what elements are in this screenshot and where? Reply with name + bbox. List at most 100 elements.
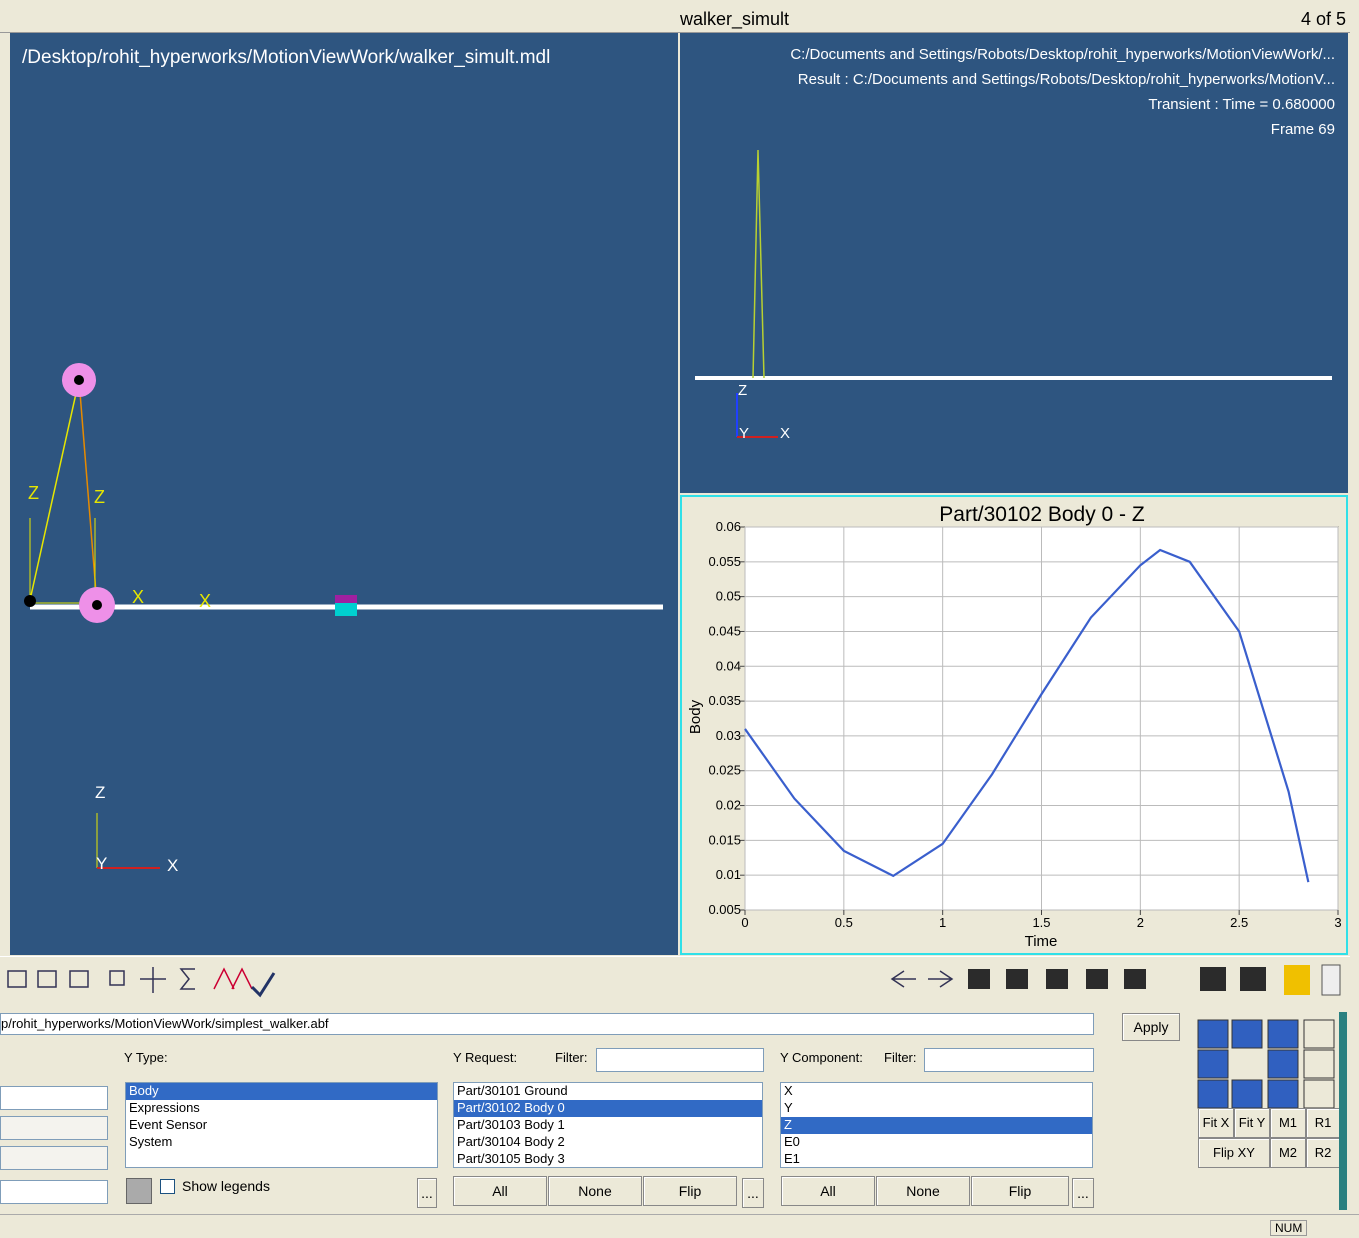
icon[interactable]	[38, 971, 56, 987]
icon[interactable]	[1086, 969, 1108, 989]
info-line: Frame 69	[1271, 121, 1335, 138]
list-item[interactable]: System	[126, 1134, 437, 1151]
icon[interactable]	[1200, 967, 1226, 991]
apply-button[interactable]: Apply	[1122, 1013, 1180, 1041]
x-tick-label: 3	[1334, 915, 1341, 930]
list-item[interactable]: Part/30103 Body 1	[454, 1117, 762, 1134]
combo[interactable]	[0, 1116, 108, 1140]
y-tick-label: 0.015	[708, 832, 741, 847]
triad-label: Z	[738, 382, 747, 399]
icon[interactable]	[892, 971, 916, 987]
nav-button[interactable]	[1232, 1020, 1262, 1048]
list-item[interactable]: Part/30104 Body 2	[454, 1134, 762, 1151]
list-item[interactable]: Y	[781, 1100, 1092, 1117]
y-tick-label: 0.04	[716, 658, 741, 673]
combo[interactable]	[0, 1086, 108, 1110]
icon[interactable]	[110, 971, 124, 985]
triad-label: Y	[739, 425, 749, 442]
chart-title: Part/30102 Body 0 - Z	[939, 503, 1145, 526]
page-indicator: 4 of 5	[1301, 9, 1346, 30]
more-button[interactable]: ...	[1072, 1178, 1094, 1208]
icon[interactable]	[1240, 967, 1266, 991]
icon[interactable]	[1006, 969, 1028, 989]
info-line: Transient : Time = 0.680000	[1148, 96, 1335, 113]
icon[interactable]	[214, 969, 252, 989]
triad-label: X	[780, 425, 790, 442]
y-tick-label: 0.035	[708, 693, 741, 708]
y-tick-label: 0.05	[716, 589, 741, 604]
list-item[interactable]: Body	[126, 1083, 437, 1100]
list-item[interactable]: Event Sensor	[126, 1117, 437, 1134]
combo[interactable]	[0, 1180, 108, 1204]
list-item[interactable]: Part/30101 Ground	[454, 1083, 762, 1100]
view-button[interactable]: R1	[1306, 1108, 1340, 1138]
nav-button[interactable]	[1198, 1080, 1228, 1108]
view-button[interactable]: R2	[1306, 1138, 1340, 1168]
y-tick-label: 0.03	[716, 728, 741, 743]
list-item[interactable]: Z	[781, 1117, 1092, 1134]
none-button[interactable]: None	[548, 1176, 642, 1206]
icon[interactable]	[968, 969, 990, 989]
view-button[interactable]: M1	[1270, 1108, 1306, 1138]
list-item[interactable]: Part/30105 Body 3	[454, 1151, 762, 1168]
filter-input[interactable]	[924, 1048, 1094, 1072]
filter-input[interactable]	[596, 1048, 764, 1072]
list-item[interactable]: X	[781, 1083, 1092, 1100]
x-tick-label: 2.5	[1230, 915, 1248, 930]
icon[interactable]	[181, 969, 195, 989]
icon[interactable]	[1046, 969, 1068, 989]
icon[interactable]	[70, 971, 88, 987]
nav-button[interactable]	[1304, 1050, 1334, 1078]
icon[interactable]	[1322, 965, 1340, 995]
nav-button[interactable]	[1232, 1080, 1262, 1108]
axis-label: X	[199, 591, 211, 611]
view-button[interactable]: M2	[1270, 1138, 1306, 1168]
icon[interactable]	[1124, 969, 1146, 989]
flip-button[interactable]: Flip	[971, 1176, 1069, 1206]
icon[interactable]	[140, 967, 166, 993]
nav-button[interactable]	[1268, 1080, 1298, 1108]
nav-arrows	[1196, 1018, 1340, 1112]
show-legends-label: Show legends	[182, 1178, 270, 1194]
list-item[interactable]: E1	[781, 1151, 1092, 1168]
x-tick-label: 1	[939, 915, 946, 930]
more-button[interactable]: ...	[742, 1178, 764, 1208]
view-button[interactable]: Flip XY	[1198, 1138, 1270, 1168]
nav-button[interactable]	[1268, 1020, 1298, 1048]
more-button[interactable]: ...	[417, 1178, 437, 1208]
left-viewport: /Desktop/rohit_hyperworks/MotionViewWork…	[10, 33, 678, 955]
nav-button[interactable]	[1268, 1050, 1298, 1078]
view-button[interactable]: Fit Y	[1234, 1108, 1270, 1138]
list-item[interactable]: Part/30102 Body 0	[454, 1100, 762, 1117]
list-item[interactable]: E0	[781, 1134, 1092, 1151]
filter-label: Filter:	[884, 1050, 917, 1065]
none-button[interactable]: None	[876, 1176, 970, 1206]
all-button[interactable]: All	[781, 1176, 875, 1206]
icon[interactable]	[928, 971, 952, 987]
nav-button[interactable]	[1198, 1020, 1228, 1048]
y-tick-label: 0.01	[716, 867, 741, 882]
flip-button[interactable]: Flip	[643, 1176, 737, 1206]
file-combo[interactable]: p/rohit_hyperworks/MotionViewWork/simple…	[0, 1013, 1094, 1035]
view-button[interactable]: Fit X	[1198, 1108, 1234, 1138]
triad-label: Y	[96, 854, 107, 873]
icon[interactable]	[1284, 965, 1310, 995]
icon[interactable]	[8, 971, 26, 987]
color-swatch[interactable]	[126, 1178, 152, 1204]
checkbox[interactable]	[160, 1179, 175, 1194]
nav-button[interactable]	[1304, 1080, 1334, 1108]
axis-label: Z	[28, 483, 39, 503]
list-item[interactable]: Expressions	[126, 1100, 437, 1117]
icon[interactable]	[252, 973, 274, 995]
nav-button[interactable]	[1304, 1020, 1334, 1048]
combo[interactable]	[0, 1146, 108, 1170]
x-tick-label: 0	[741, 915, 748, 930]
all-button[interactable]: All	[453, 1176, 547, 1206]
triad-label: X	[167, 856, 178, 875]
nav-button[interactable]	[1198, 1050, 1228, 1078]
num-indicator: NUM	[1270, 1220, 1307, 1236]
title-bar: walker_simult 4 of 5	[0, 6, 1350, 33]
